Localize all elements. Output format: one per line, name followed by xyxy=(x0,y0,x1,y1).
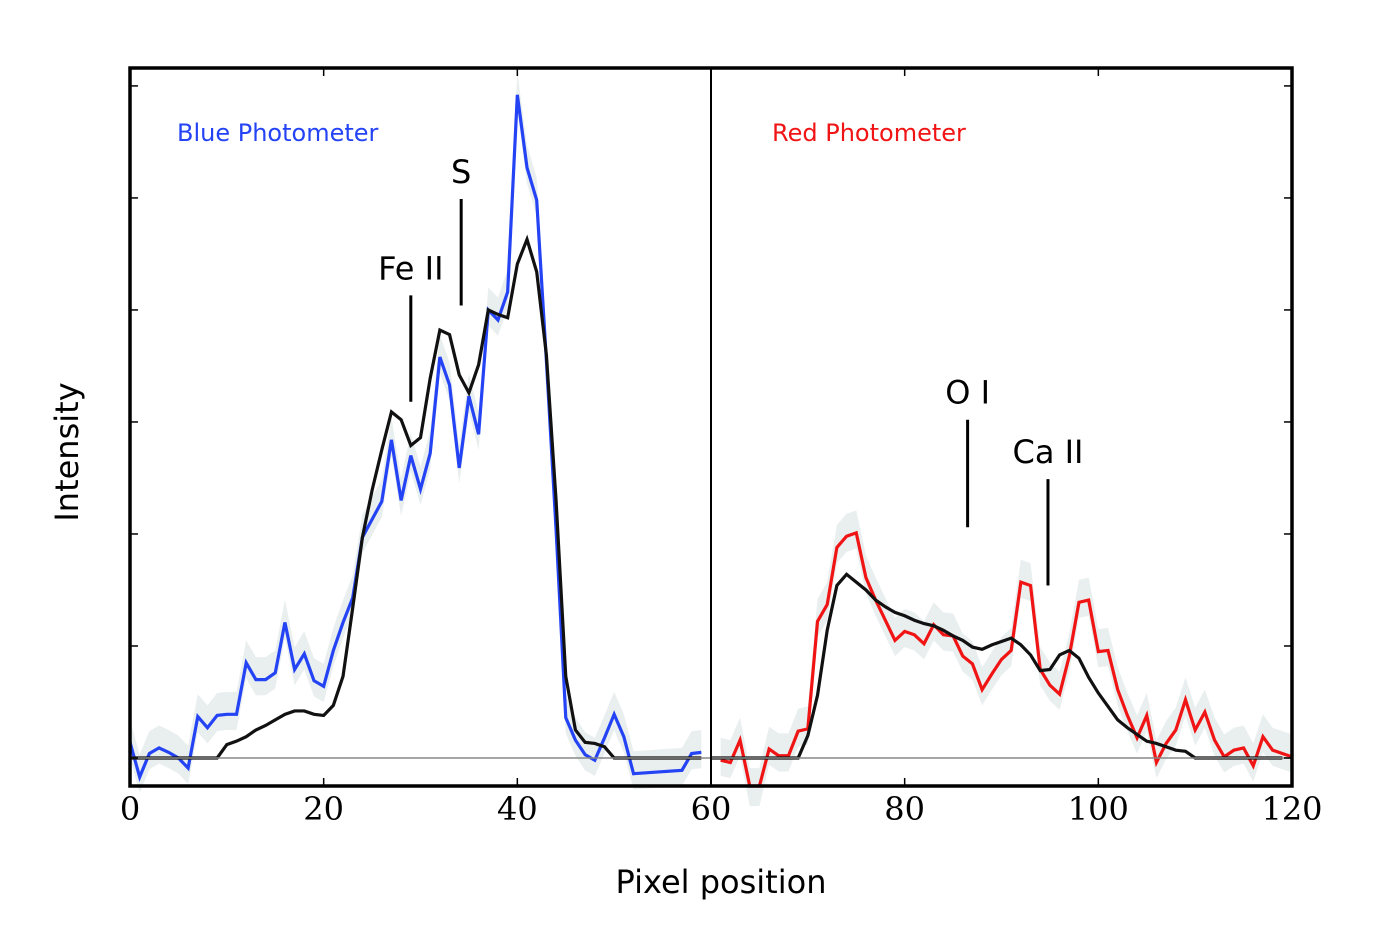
model-line xyxy=(130,234,702,760)
annotation-label: S xyxy=(451,153,471,191)
annotation-label: O I xyxy=(945,374,990,412)
uncertainty-band xyxy=(130,72,702,793)
x-tick-label: 60 xyxy=(691,790,732,828)
x-tick-label: 80 xyxy=(884,790,925,828)
panel-label-blue: Blue Photometer xyxy=(177,119,379,147)
model-line xyxy=(711,572,1283,760)
series-lines xyxy=(128,94,1293,788)
annotations: Fe II S O I Ca II xyxy=(378,153,1083,586)
x-tick-label: 0 xyxy=(120,790,140,828)
x-tick-label: 40 xyxy=(497,790,538,828)
blue-photometer-line xyxy=(128,94,702,782)
panel-label-red: Red Photometer xyxy=(772,119,966,147)
annotation-label: Fe II xyxy=(378,249,443,287)
x-axis-label: Pixel position xyxy=(616,863,827,901)
uncertainty-band xyxy=(720,510,1292,807)
red-photometer-line xyxy=(720,530,1293,788)
x-tick-label: 120 xyxy=(1261,790,1322,828)
x-tick-label: 20 xyxy=(303,790,344,828)
annotation-label: Ca II xyxy=(1012,433,1083,471)
x-tick-label: 100 xyxy=(1068,790,1129,828)
axis-ticks: 0 20 40 60 80 100 120 xyxy=(120,68,1323,828)
y-axis-label: Intensity xyxy=(48,382,86,521)
